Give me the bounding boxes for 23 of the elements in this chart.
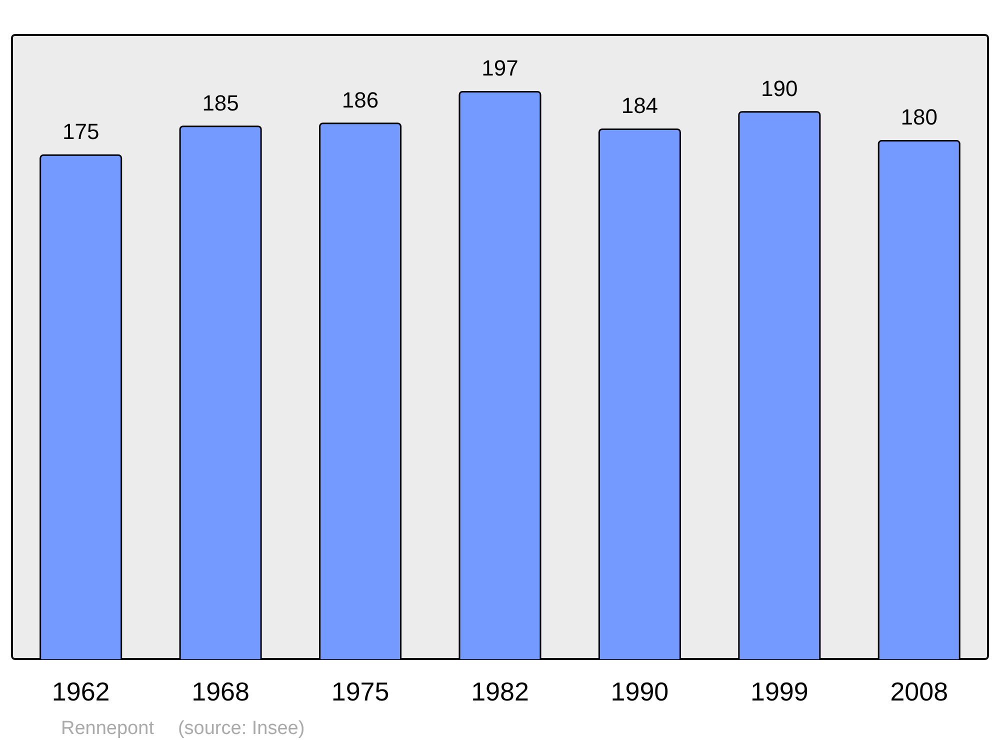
data-label: 184: [621, 93, 658, 118]
x-tick-label: 1962: [52, 676, 110, 706]
bar: [319, 122, 402, 660]
x-tick-label: 1968: [192, 676, 250, 706]
bar: [179, 126, 262, 660]
data-label: 180: [900, 104, 938, 130]
x-tick-label: 1982: [471, 676, 529, 706]
data-label: 185: [202, 90, 239, 116]
text: Rennepont: [61, 718, 154, 739]
bar: [878, 140, 960, 660]
text: (source: Insee): [178, 718, 305, 739]
bar: [738, 111, 821, 660]
bar: [458, 90, 542, 660]
x-tick-label: 2008: [890, 676, 948, 706]
x-tick-label: 1975: [331, 676, 390, 706]
data-label: 197: [482, 56, 518, 81]
data-label: 190: [761, 76, 798, 101]
x-tick-label: 1999: [750, 676, 808, 706]
bar: [598, 128, 681, 660]
bar: [40, 154, 122, 660]
data-label: 186: [342, 87, 379, 112]
x-tick-label: 1990: [610, 676, 669, 706]
data-label: 175: [62, 119, 100, 144]
